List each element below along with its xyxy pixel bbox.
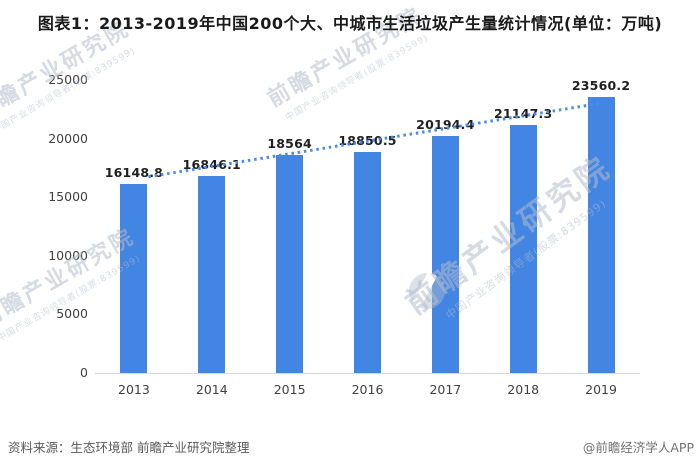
value-label-2013: 16148.8 xyxy=(104,164,164,180)
y-tick-label-10000: 10000 xyxy=(48,247,88,263)
y-tick-label-0: 0 xyxy=(80,365,88,380)
y-tick-label-15000: 15000 xyxy=(48,189,88,205)
value-label-2018: 21147.3 xyxy=(494,106,553,122)
bar-2019 xyxy=(587,96,615,373)
y-tick-label-25000: 25000 xyxy=(48,72,88,87)
data-source-note: 资料来源：生态环境部 前瞻产业研究院整理 xyxy=(8,440,250,455)
x-axis-line xyxy=(95,373,640,374)
x-label-2016: 2016 xyxy=(351,382,384,397)
y-tick-label-20000: 20000 xyxy=(48,130,88,146)
watermark-subtext: 中国产业咨询领导者(股票:839599) xyxy=(283,32,431,124)
value-label-2019: 23560.2 xyxy=(571,77,631,93)
bar-2017 xyxy=(431,136,459,373)
watermark-brand-text: 前瞻产业研究院 xyxy=(399,148,619,323)
credit-note: @前瞻经济学人APP xyxy=(582,440,694,455)
x-label-2015: 2015 xyxy=(273,382,306,397)
x-label-2013: 2013 xyxy=(118,382,150,397)
bar-2018 xyxy=(509,125,537,373)
value-label-2014: 16846.1 xyxy=(182,156,241,172)
x-label-2018: 2018 xyxy=(507,382,540,397)
value-label-2015: 18564 xyxy=(267,136,312,152)
x-label-2014: 2014 xyxy=(195,382,228,397)
value-label-2016: 18850.5 xyxy=(338,133,397,149)
bar-2016 xyxy=(354,152,381,373)
x-label-2017: 2017 xyxy=(429,382,462,397)
chart-title: 图表1：2013-2019年中国200个大、中城市生活垃圾产生量统计情况(单位：… xyxy=(37,14,663,33)
bar-2015 xyxy=(276,155,304,373)
watermark-subtext: 中国产业咨询领导者(股票:839599) xyxy=(0,45,138,137)
value-label-2017: 20194.4 xyxy=(416,117,475,133)
x-label-2019: 2019 xyxy=(585,382,617,397)
y-tick-label-5000: 5000 xyxy=(56,306,88,322)
bar-2014 xyxy=(198,175,226,373)
bar-2013 xyxy=(120,183,148,373)
